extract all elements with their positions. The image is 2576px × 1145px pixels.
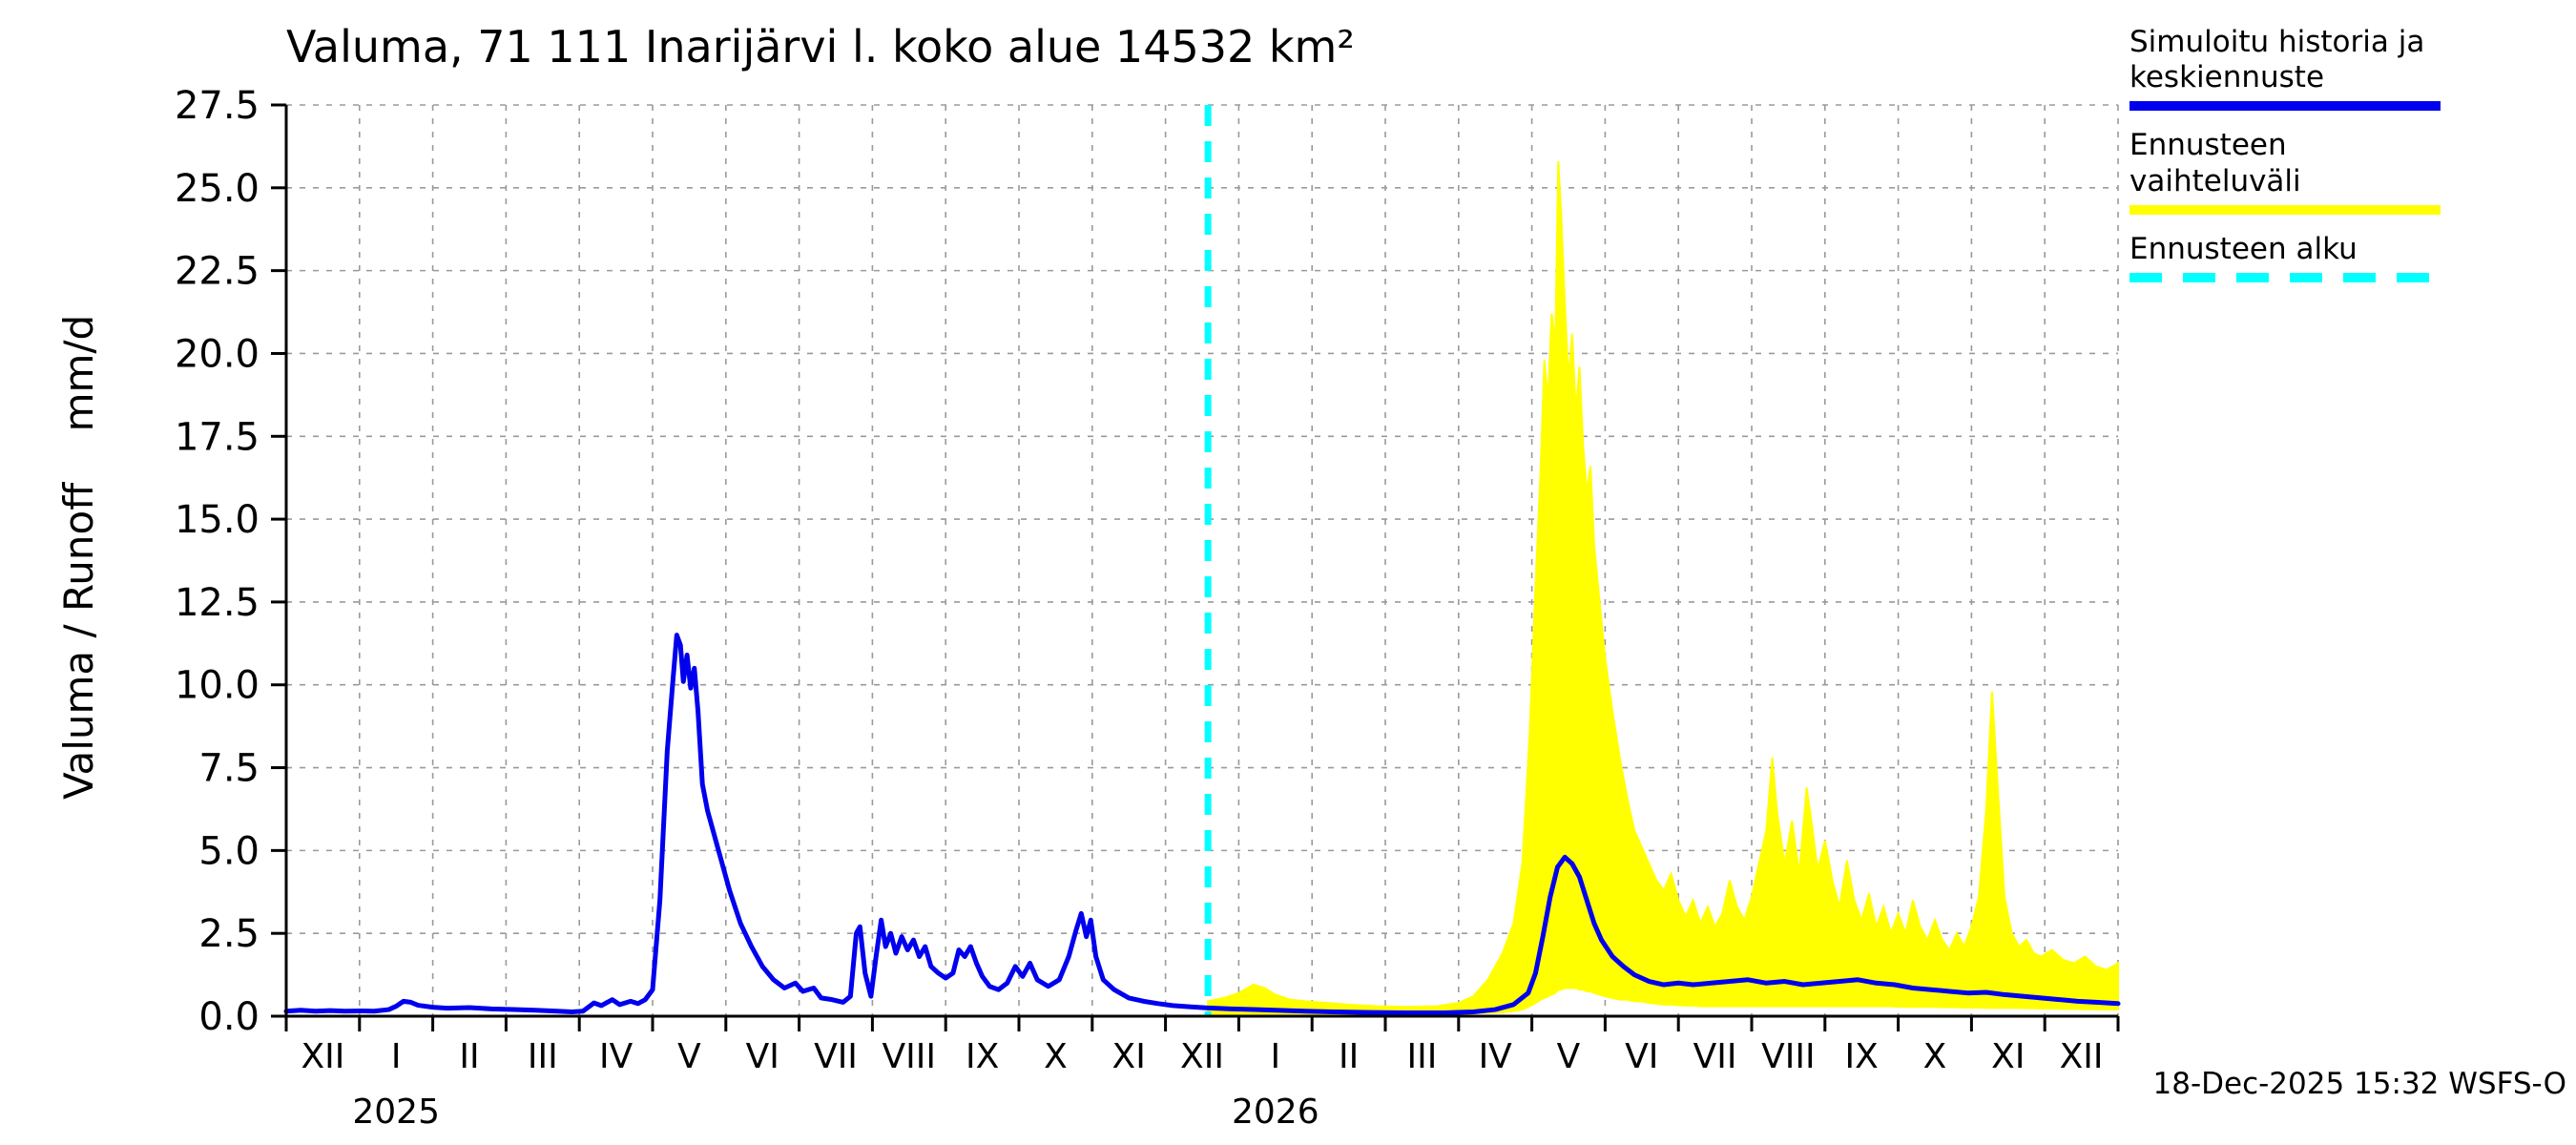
y-tick-label: 20.0: [175, 332, 260, 376]
x-tick-label: XII: [1180, 1037, 1224, 1076]
x-tick-label: XI: [1991, 1037, 2025, 1076]
y-tick-label: 17.5: [175, 415, 260, 459]
x-tick-label: XII: [301, 1037, 344, 1076]
forecast-range-band: [1207, 160, 2119, 1016]
x-tick-label: XI: [1112, 1037, 1146, 1076]
legend-item-history-mean: Simuloitu historia ja keskiennuste: [2129, 25, 2450, 112]
x-tick-label: VII: [814, 1037, 858, 1076]
simulated-history-mean-line: [283, 633, 1211, 1014]
y-tick-label: 27.5: [175, 84, 260, 128]
x-tick-label: III: [1406, 1037, 1437, 1076]
y-tick-label: 15.0: [175, 498, 260, 542]
legend-item-forecast-range: Ennusteen vaihteluväli: [2129, 128, 2450, 215]
x-tick-label: II: [1339, 1037, 1359, 1076]
y-tick-label: 25.0: [175, 167, 260, 211]
x-tick-label: VIII: [1761, 1037, 1815, 1076]
x-tick-label: III: [528, 1037, 558, 1076]
x-tick-label: IV: [599, 1037, 634, 1076]
x-tick-label: VIII: [883, 1037, 936, 1076]
y-tick-label: 22.5: [175, 250, 260, 294]
runoff-chart: XII I II III IV V VI VII VIII IX X XI XII I II III IV V VI…: [175, 84, 2121, 1132]
x-tick-label: V: [677, 1037, 701, 1076]
y-tick-label: 2.5: [198, 912, 260, 956]
year-label: 2025: [352, 1093, 440, 1132]
x-tick-label: X: [1044, 1037, 1068, 1076]
legend-label-forecast-start: Ennusteen alku: [2129, 231, 2358, 266]
legend-swatch-forecast-start: [2129, 272, 2441, 282]
forecast-mean-line: [1205, 854, 2121, 1016]
timestamp-watermark: 18-Dec-2025 15:32 WSFS-O: [2152, 1067, 2567, 1101]
legend-swatch-forecast-range: [2129, 204, 2441, 215]
legend: Simuloitu historia ja keskiennuste Ennus…: [2129, 25, 2450, 300]
x-tick-label: IX: [1845, 1037, 1879, 1076]
x-tick-label: VI: [1625, 1037, 1658, 1076]
x-tick-label: VI: [746, 1037, 779, 1076]
runoff-chart-canvas: XII I II III IV V VI VII VIII IX X XI XII I II III IV V VI…: [175, 84, 2121, 1132]
x-tick-label: IV: [1479, 1037, 1513, 1076]
legend-swatch-history-mean: [2129, 101, 2441, 112]
x-tick-label: V: [1557, 1037, 1581, 1076]
legend-label-forecast-range: Ennusteen vaihteluväli: [2129, 128, 2301, 198]
x-tick-label: I: [1270, 1037, 1280, 1076]
x-tick-label: XII: [2060, 1037, 2104, 1076]
legend-label-history-mean: Simuloitu historia ja keskiennuste: [2129, 25, 2425, 95]
year-label: 2026: [1232, 1093, 1319, 1132]
x-tick-label: IX: [966, 1037, 999, 1076]
legend-item-forecast-start: Ennusteen alku: [2129, 232, 2450, 282]
y-tick-label: 10.0: [175, 664, 260, 708]
y-tick-label: 12.5: [175, 581, 260, 625]
y-tick-label: 0.0: [198, 995, 260, 1039]
x-tick-label: I: [391, 1037, 402, 1076]
y-axis-label: Valuma / Runoff mm/d: [55, 314, 102, 800]
y-tick-label: 5.0: [198, 829, 260, 873]
y-tick-label: 7.5: [198, 747, 260, 791]
x-tick-label: VII: [1693, 1037, 1737, 1076]
page-title: Valuma, 71 111 Inarijärvi l. koko alue 1…: [286, 21, 1355, 73]
x-tick-label: II: [459, 1037, 479, 1076]
x-tick-label: X: [1923, 1037, 1947, 1076]
